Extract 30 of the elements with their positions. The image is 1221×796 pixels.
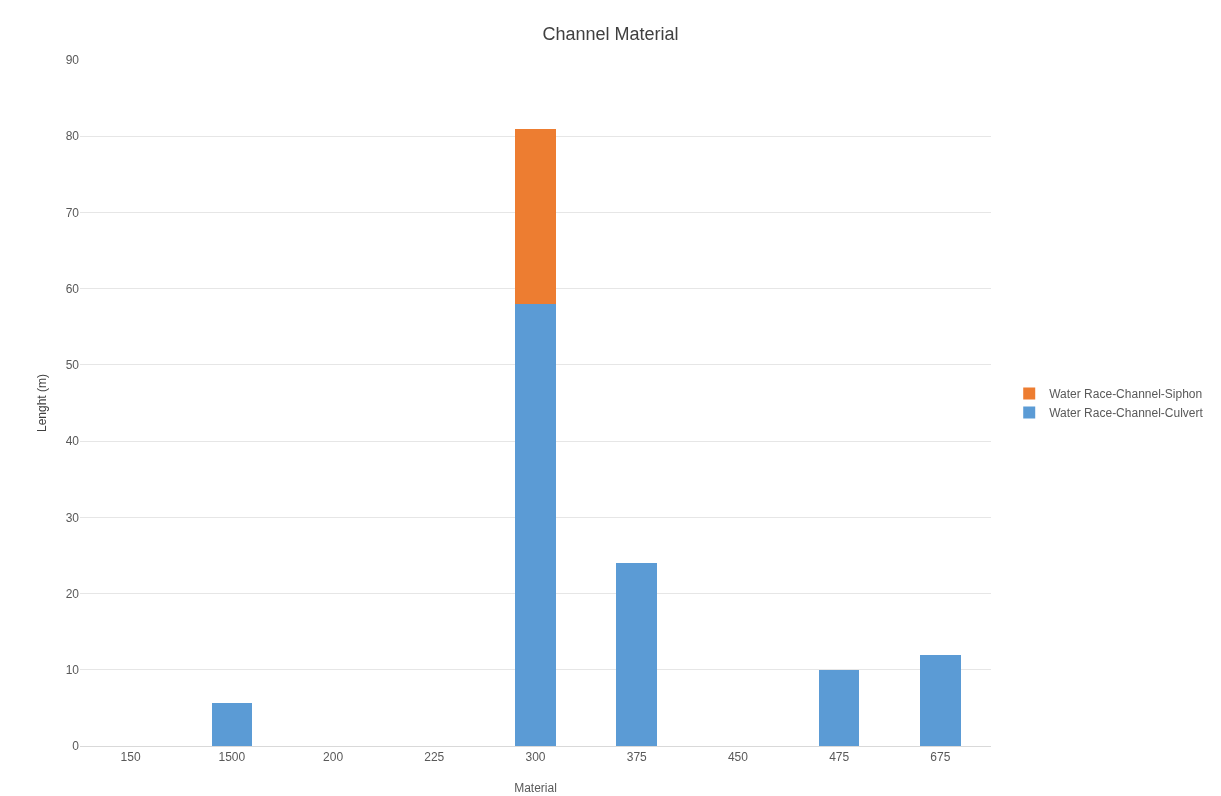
x-tick-label: 475 (829, 750, 850, 765)
x-tick-label: 150 (120, 750, 141, 765)
y-tick-label: 30 (65, 510, 80, 525)
y-axis-title: Lenght (m) (35, 373, 49, 433)
bar (818, 669, 860, 746)
legend-label: Water Race-Channel-Siphon (1049, 387, 1203, 402)
x-tick-label: 1500 (218, 750, 246, 765)
bar (616, 563, 657, 746)
x-tick-label: 225 (424, 750, 445, 765)
x-tick-label: 300 (525, 750, 546, 765)
x-tick-label: 675 (930, 750, 951, 765)
bar (515, 303, 556, 746)
x-tick-label: 375 (626, 750, 648, 765)
y-tick-label: 40 (65, 434, 80, 449)
x-tick-label: 200 (323, 750, 344, 765)
y-tick-label: 10 (65, 662, 80, 677)
x-tick-label: 450 (727, 750, 749, 765)
y-tick-label: 90 (65, 53, 80, 68)
bar (211, 703, 253, 746)
x-axis-title: Material (514, 781, 557, 795)
bar (920, 654, 961, 746)
y-tick-label: 0 (72, 739, 80, 754)
y-tick-label: 50 (65, 358, 80, 373)
y-tick-label: 70 (65, 205, 80, 220)
y-tick-label: 80 (65, 129, 80, 144)
legend-label: Water Race-Channel-Culvert (1049, 406, 1204, 421)
chart-title: Channel Material (542, 24, 679, 45)
bar (515, 128, 556, 304)
y-tick-label: 60 (65, 281, 80, 296)
y-tick-label: 20 (65, 586, 80, 601)
